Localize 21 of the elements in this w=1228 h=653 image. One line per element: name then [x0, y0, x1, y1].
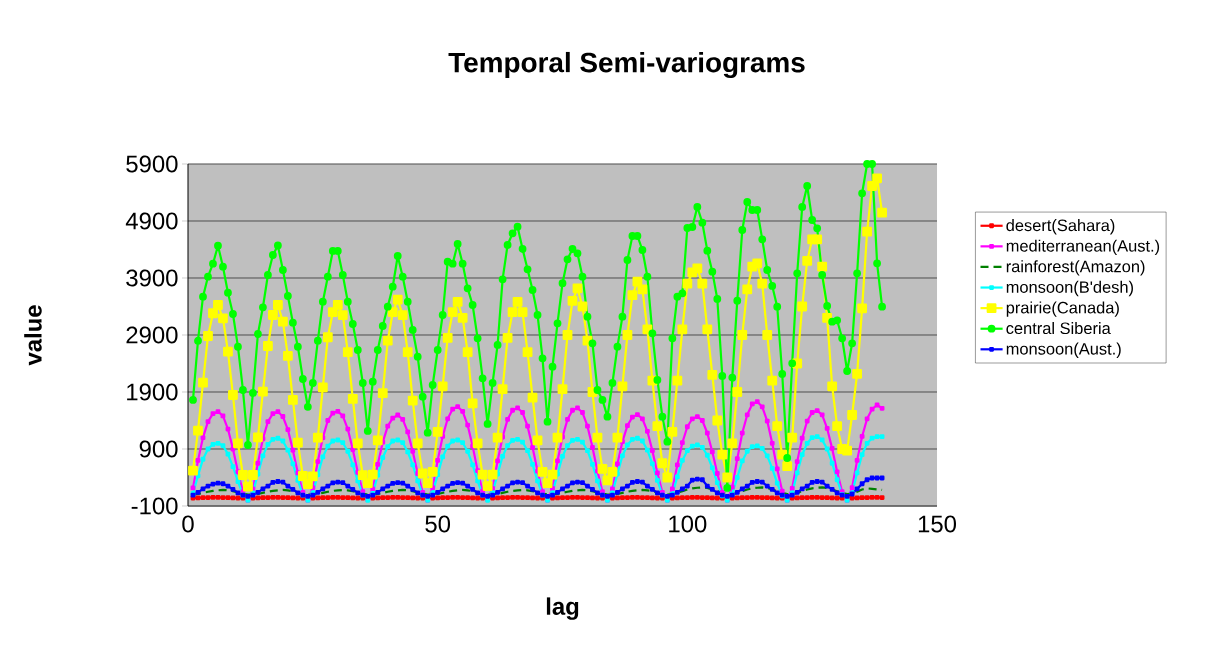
- legend-label: central Siberia: [1006, 322, 1111, 335]
- x-tick-label: 150: [918, 515, 957, 533]
- legend-label: monsoon(B'desh): [1006, 280, 1133, 297]
- chart-title: Temporal Semi-variograms: [448, 51, 805, 79]
- legend-label: desert(Sahara): [1006, 219, 1115, 235]
- x-tick-label: 0: [182, 515, 194, 533]
- legend-label: rainforest(Amazon): [1006, 260, 1145, 276]
- y-tick-label: 4900: [125, 212, 178, 230]
- legend-label: prairie(Canada): [1006, 301, 1119, 317]
- legend-label: monsoon(Aust.): [1006, 342, 1121, 358]
- y-tick-label: 2900: [126, 326, 178, 344]
- legend-label: mediterranean(Aust.): [1006, 239, 1160, 255]
- y-tick-label: 1900: [127, 383, 178, 401]
- y-tick-label: 5900: [126, 155, 178, 173]
- x-axis-title: lag: [546, 597, 579, 620]
- y-axis-title: value: [24, 305, 42, 366]
- y-tick-label: 3900: [126, 269, 178, 287]
- y-tick-label: 900: [139, 440, 178, 458]
- x-tick-label: 50: [425, 515, 451, 533]
- y-tick-label: -100: [131, 497, 178, 515]
- x-tick-label: 100: [669, 515, 707, 533]
